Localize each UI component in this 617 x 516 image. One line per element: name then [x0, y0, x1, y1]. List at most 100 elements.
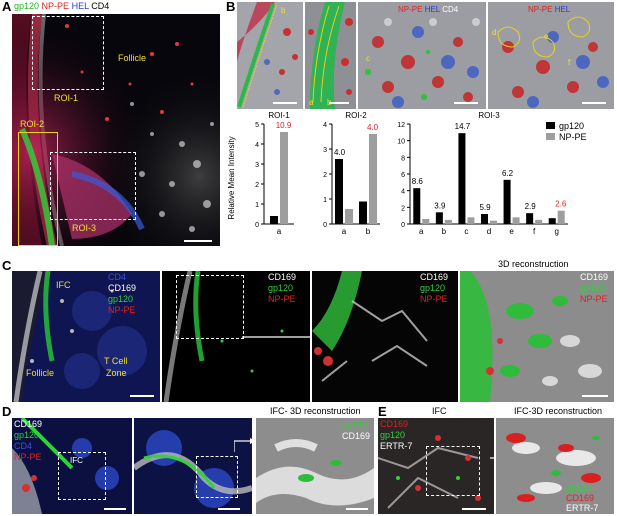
- c4-legend-gp120: gp120: [580, 283, 606, 293]
- legend-np-pe: NP-PE: [528, 5, 553, 14]
- e1-legend-gp120: gp120: [380, 430, 406, 440]
- data-label: 2.9: [525, 202, 537, 211]
- chart-title: ROI-1: [268, 112, 290, 120]
- bar-gp120: [270, 216, 278, 224]
- y-tick-label: 5: [255, 122, 259, 129]
- d-3d-title: IFC- 3D reconstruction: [270, 406, 361, 416]
- y-tick-label: 3: [255, 162, 259, 169]
- panel-b-letter: B: [226, 0, 236, 14]
- y-tick-label: 3: [323, 147, 327, 154]
- legend-cd4: CD4: [91, 1, 110, 11]
- bar-np-pe: [280, 132, 288, 224]
- scale-bar: [582, 395, 608, 397]
- bar-np-pe: [369, 134, 377, 224]
- d1-ifc-label: IFC: [70, 456, 83, 465]
- y-tick-label: 4: [255, 142, 259, 149]
- bar-np-pe: [490, 220, 497, 224]
- scale-bar: [184, 240, 212, 242]
- c4-legend-np-pe: NP-PE: [580, 294, 608, 304]
- x-tick-label: c: [464, 227, 468, 236]
- y-tick-label: 1: [323, 197, 327, 204]
- arrow-icon: [234, 438, 256, 452]
- c3-legend-cd169: CD169: [420, 272, 449, 282]
- bar-gp120: [526, 213, 534, 224]
- scale-bar: [454, 102, 478, 104]
- data-label: 14.7: [455, 122, 471, 131]
- d3-legend-cd169: CD169: [342, 431, 371, 441]
- panel-e-letter: E: [378, 404, 387, 419]
- e1-zoom-box: [426, 446, 480, 496]
- panel-c-letter: C: [2, 258, 12, 273]
- c2-legend-gp120: gp120: [268, 283, 294, 293]
- scale-bar: [582, 102, 606, 104]
- panel-d-image-3: gp120 CD169: [256, 418, 374, 514]
- legend-label: gp120: [559, 121, 584, 131]
- d1-legend-np-pe: NP-PE: [14, 452, 42, 462]
- bar-gp120: [435, 212, 443, 224]
- img1-letter: b: [281, 6, 286, 15]
- c2-legend-np-pe: NP-PE: [268, 294, 296, 304]
- panel-a-letter: A: [2, 0, 12, 14]
- data-label: 8.6: [412, 177, 424, 186]
- x-tick-label: b: [366, 227, 371, 236]
- img3-letter: c: [366, 54, 370, 63]
- x-tick-label: d: [487, 227, 491, 236]
- bar-np-pe: [345, 209, 353, 224]
- c4-title: 3D reconstruction: [498, 259, 569, 269]
- c1-tcell-label: T Cell: [104, 356, 128, 366]
- data-label: 5.9: [479, 203, 491, 212]
- follicle-label: Follicle: [118, 53, 147, 63]
- chart-title: ROI-3: [478, 112, 500, 120]
- data-label: 10.9: [276, 121, 292, 130]
- d3-legend-gp120: gp120: [342, 420, 368, 430]
- x-tick-label: a: [342, 227, 347, 236]
- y-axis-label: Relative Mean Intensity: [227, 136, 236, 219]
- c2-zoom-box: [176, 275, 244, 339]
- legend-np-pe: NP-PE: [398, 5, 423, 14]
- e2-legend-cd169: CD169: [566, 493, 595, 503]
- bar-np-pe: [422, 219, 430, 224]
- y-tick-label: 2: [255, 182, 259, 189]
- c2-legend-cd169: CD169: [268, 272, 297, 282]
- img4-letter-d: d: [492, 28, 497, 37]
- bar-gp120: [548, 218, 556, 224]
- panel-b-image-4: NP-PE HEL d e f: [488, 2, 614, 109]
- panel-c-image-2: CD169 gp120 NP-PE: [162, 271, 310, 402]
- panel-e-image-2: gp120 CD169 ERTR-7: [496, 418, 614, 514]
- img3-legend: NP-PE HEL CD4: [398, 5, 458, 14]
- y-tick-label: 8: [401, 155, 405, 162]
- c3-legend-gp120: gp120: [420, 283, 446, 293]
- legend-cd4: CD4: [442, 5, 459, 14]
- panel-e-image-1: CD169 gp120 ERTR-7: [378, 418, 494, 514]
- d1-legend-cd169: CD169: [14, 419, 43, 429]
- panel-c-image-3: CD169 gp120 NP-PE: [312, 271, 458, 402]
- panel-d-image-1: IFC CD169 gp120 CD4 NP-PE: [12, 418, 132, 514]
- roi3-box: [50, 152, 136, 220]
- bar-gp120: [481, 214, 488, 224]
- img2-letter-a: a: [309, 98, 314, 107]
- y-tick-label: 2: [323, 172, 327, 179]
- y-tick-label: 0: [401, 222, 405, 229]
- legend-swatch: [546, 122, 555, 129]
- e1-legend-ertr7: ERTR-7: [380, 441, 413, 451]
- bar-gp120: [359, 201, 367, 224]
- scale-bar: [104, 508, 126, 510]
- legend-hel: HEL: [424, 5, 440, 14]
- data-label: 6.2: [502, 169, 514, 178]
- panel-c-image-4: CD169 gp120 NP-PE: [460, 271, 614, 402]
- roi2-label: ROI-2: [20, 119, 45, 129]
- d1-legend-gp120: gp120: [14, 430, 40, 440]
- c3-legend-np-pe: NP-PE: [420, 294, 448, 304]
- legend-gp120: gp120: [14, 1, 40, 11]
- legend-label: NP-PE: [559, 132, 587, 142]
- c1-zone-label: Zone: [106, 368, 127, 378]
- legend-swatch: [546, 133, 555, 140]
- c4-legend-cd169: CD169: [580, 272, 609, 282]
- panel-d-image-2: [134, 418, 252, 514]
- arrow-icon: [242, 336, 310, 338]
- data-label: 2.6: [555, 200, 567, 209]
- panel-a-legend: gp120 NP-PE HEL CD4: [14, 2, 109, 11]
- panel-b-image-3: NP-PE HEL CD4 c: [358, 2, 486, 109]
- scale-bar: [329, 102, 349, 104]
- e-ifc-title: IFC: [432, 406, 447, 416]
